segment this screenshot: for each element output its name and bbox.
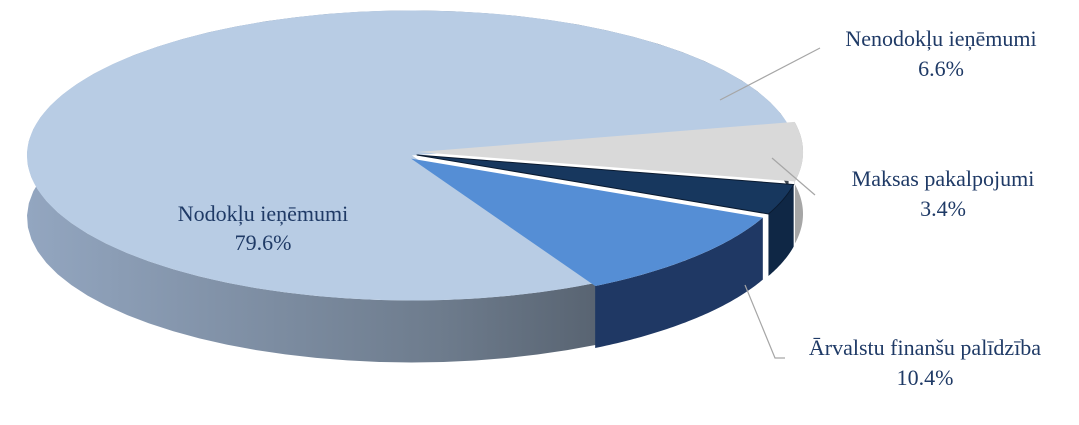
slice-side-arvalstu [595, 217, 763, 348]
slice-side-maksas [768, 184, 794, 276]
label-arvalstu-name: Ārvalstu finanšu palīdzība [809, 335, 1041, 360]
slice-top-maksas [416, 154, 795, 215]
leader-arvalstu [744, 284, 785, 359]
label-arvalstu-value: 10.4% [897, 365, 954, 390]
pie-top-faces [26, 10, 803, 301]
label-nenodoklu-value: 6.6% [918, 56, 964, 81]
slice-top-nenodoklu [417, 121, 803, 182]
label-maksas-value: 3.4% [920, 196, 966, 221]
label-nodoklu-value: 79.6% [235, 230, 292, 255]
leader-lines [719, 47, 821, 359]
slice-labels: Nodokļu ieņēmumi 79.6% Nenodokļu ieņēmum… [178, 26, 1042, 390]
leader-maksas [771, 157, 816, 196]
leader-nenodoklu [719, 47, 821, 101]
slice-top-nodoklu [26, 10, 789, 301]
label-nodoklu-name: Nodokļu ieņēmumi [178, 201, 348, 226]
label-nenodoklu-name: Nenodokļu ieņēmumi [845, 26, 1036, 51]
label-maksas-name: Maksas pakalpojumi [852, 166, 1035, 191]
slice-top-arvalstu [411, 158, 763, 286]
